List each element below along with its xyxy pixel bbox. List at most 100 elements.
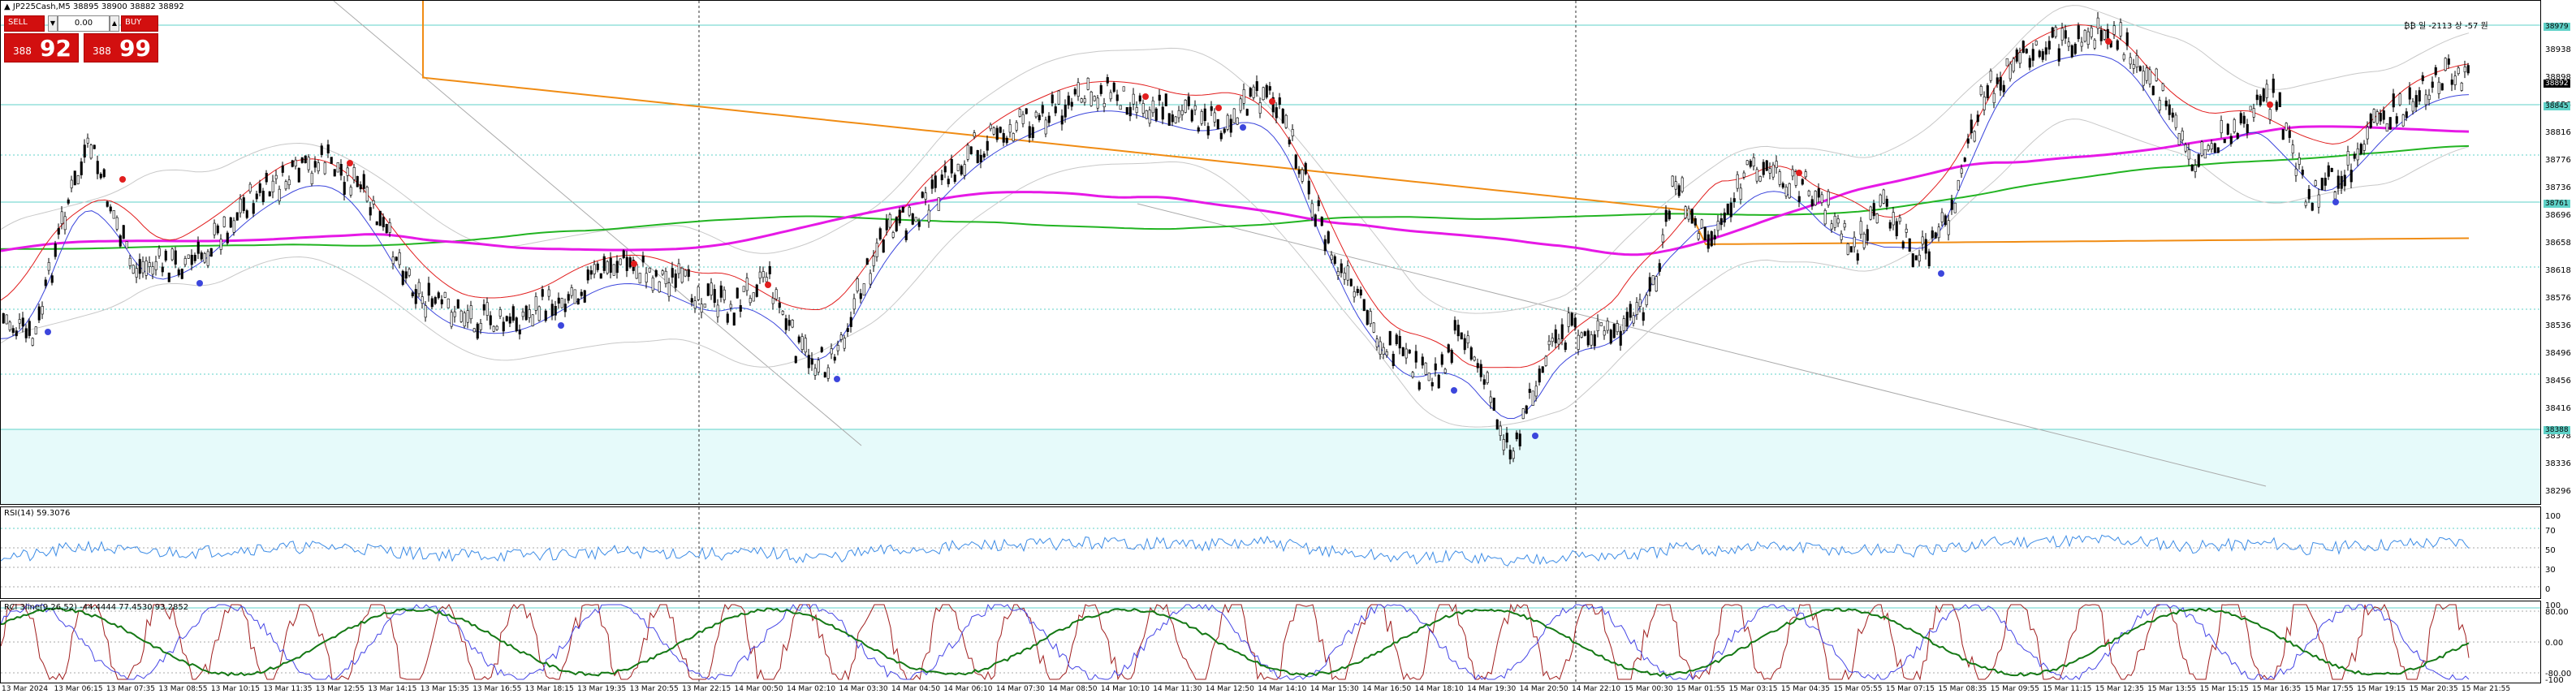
candle-body [248, 183, 252, 192]
candle-body [1694, 218, 1697, 226]
time-tick-label: 15 Mar 04:35 [1780, 685, 1830, 693]
time-tick-label: 13 Mar 14:15 [368, 685, 417, 693]
candle-body [2362, 144, 2366, 151]
time-tick-label: 13 Mar 10:15 [210, 685, 260, 693]
candle-body [775, 289, 778, 299]
candle-body [619, 258, 622, 265]
candle-body [1573, 317, 1577, 328]
candle-body [1057, 90, 1060, 105]
candle-body [609, 257, 612, 274]
candle-body [1684, 206, 1687, 218]
candle-body [908, 206, 911, 216]
candle-body [1567, 312, 1570, 327]
candle-body [1388, 330, 1392, 346]
candle-body [1226, 114, 1229, 130]
price-tick-label: 38736 [2545, 183, 2571, 192]
candle-body [2025, 49, 2028, 54]
candle-body [1710, 231, 1713, 247]
time-tick-label: 14 Mar 07:30 [995, 685, 1045, 693]
candle-body [2090, 27, 2093, 37]
price-tick-label: 38456 [2545, 377, 2571, 386]
sell-signal-dot [765, 282, 771, 288]
lot-size-input[interactable]: 0.00 [58, 15, 110, 32]
rsi-pane[interactable]: RSI(14) 59.3076 [0, 506, 2541, 599]
candle-body [2278, 92, 2281, 107]
candle-body [460, 310, 463, 322]
candle-body [1726, 203, 1729, 215]
candle-body [1463, 338, 1466, 351]
candle-body [2356, 148, 2359, 161]
candle-body [1840, 233, 1843, 240]
candle-body [1369, 311, 1372, 325]
candle-body [745, 278, 749, 291]
candle-body [2028, 58, 2031, 68]
candle-body [1781, 183, 1784, 188]
price-tick-label: 38816 [2545, 128, 2571, 137]
candle-body [2408, 87, 2411, 100]
candle-body [1966, 138, 1970, 144]
candle-body [222, 216, 226, 227]
price-chart-pane[interactable]: ▲ JP225Cash,M5 38895 38900 38882 38892 ₿… [0, 0, 2541, 505]
candle-body [242, 197, 245, 211]
time-tick-label: 14 Mar 15:30 [1310, 685, 1359, 693]
candle-body [502, 321, 505, 332]
candle-body [320, 145, 323, 155]
candle-body [456, 299, 460, 309]
candle-body [1976, 114, 1979, 123]
lot-decrease-button[interactable]: ▼ [48, 15, 58, 32]
candle-body [937, 197, 940, 211]
candle-body [953, 174, 956, 183]
candle-body [1450, 350, 1453, 363]
candle-body [128, 257, 132, 266]
price-axis[interactable]: 3893838898388563881638776387363869638658… [2542, 0, 2576, 505]
sell-button[interactable]: SELL [4, 15, 45, 32]
candle-body [1077, 82, 1080, 97]
candle-body [1366, 310, 1369, 325]
buy-button[interactable]: BUY [121, 15, 158, 32]
candle-body [1755, 169, 1758, 182]
candle-body [50, 275, 54, 283]
time-axis[interactable]: 13 Mar 2024 13 Mar 06:15 13 Mar 07:35 13 Ma… [0, 683, 2541, 698]
candle-body [1609, 330, 1612, 344]
candle-body [2086, 31, 2090, 45]
candle-body [200, 252, 203, 260]
candle-body [2418, 90, 2421, 102]
candle-body [1489, 396, 1492, 403]
candle-body [2246, 123, 2249, 133]
candle-body [196, 241, 200, 254]
candle-body [1015, 122, 1018, 131]
candle-body [2171, 112, 2174, 118]
price-chart-canvas[interactable] [1, 1, 2540, 504]
candle-body [1495, 419, 1499, 429]
candle-body [2249, 106, 2252, 111]
buy-price-button[interactable]: 388 99 [84, 33, 158, 62]
rci-pane[interactable]: RCI 3line(9,26,52) -44.4444 77.4530 93.2… [0, 601, 2541, 683]
rsi-tick-label: 0 [2545, 585, 2551, 594]
candle-body [1187, 96, 1190, 106]
candle-body [408, 269, 411, 276]
candle-body [18, 319, 21, 324]
candle-body [583, 290, 586, 303]
candle-body [1992, 93, 1996, 104]
candle-body [1414, 351, 1417, 363]
candle-body [2138, 66, 2142, 71]
candle-body [245, 210, 248, 218]
candle-body [1044, 119, 1047, 135]
one-click-trade-panel: SELL ▼ 0.00 ▲ BUY 388 92 388 99 [4, 15, 158, 62]
candle-body [1892, 212, 1895, 226]
candle-body [489, 315, 492, 325]
candle-body [2304, 201, 2307, 206]
sell-price-button[interactable]: 388 92 [4, 33, 79, 62]
candle-body [54, 243, 57, 257]
sell-signal-dot [347, 160, 353, 166]
candle-body [167, 272, 170, 282]
candle-body [307, 157, 310, 170]
candle-body [2229, 136, 2233, 144]
time-tick-label: 15 Mar 21:55 [2462, 685, 2511, 693]
candle-body [1771, 164, 1775, 178]
candle-body [1236, 117, 1239, 125]
candle-body [1879, 194, 1882, 207]
lot-increase-button[interactable]: ▲ [110, 15, 119, 32]
candle-body [1362, 299, 1366, 312]
candle-body [999, 127, 1002, 133]
